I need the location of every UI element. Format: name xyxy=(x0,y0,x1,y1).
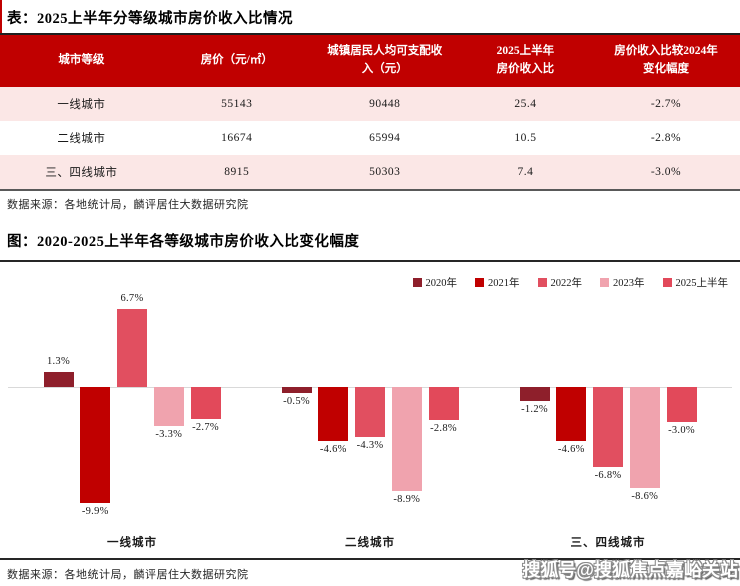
chart-plot: 1.3% -9.9% 6.7% -3.3% -2.7% 一线城市 -0.5% -4.6% -4.… xyxy=(0,262,740,558)
bar-value-label: -4.3% xyxy=(356,440,384,452)
table-row: 二线城市 16674 65994 10.5 -2.8% xyxy=(0,121,740,155)
table-title: 表：2025上半年分等级城市房价收入比情况 xyxy=(7,11,293,27)
bar xyxy=(153,387,184,426)
table-body: 一线城市 55143 90448 25.4 -2.7% 二线城市 16674 65994 10.… xyxy=(0,87,740,189)
legend-swatch xyxy=(412,278,422,287)
bar-value-label: 6.7% xyxy=(120,292,144,304)
bar-value-label: -8.9% xyxy=(393,494,421,506)
bar-value-label: 1.3% xyxy=(46,355,71,367)
table-header-cell: 房价（元/㎡） xyxy=(200,54,273,67)
table-cell: 10.5 xyxy=(514,132,537,144)
legend-label: 2022年 xyxy=(550,278,583,289)
bar xyxy=(190,387,221,419)
table-cell: 90448 xyxy=(369,98,401,110)
table-header-cell: 2025上半年 房价收入比 xyxy=(496,45,555,75)
legend-swatch xyxy=(537,278,547,287)
legend-item: 2021年 xyxy=(475,275,520,290)
chart-legend: 2020年 2021年 2022年 2023年 2025上半年 xyxy=(412,275,729,290)
chart-title: 图：2020-2025上半年各等级城市房价收入比变化幅度 xyxy=(7,234,360,250)
category-label: 二线城市 xyxy=(345,537,395,549)
bar-value-label: -0.5% xyxy=(283,395,310,407)
price-income-table: 城市等级 房价（元/㎡） 城镇居民人均可支配收 入（元） 2025上半年 房价收入比 房… xyxy=(0,33,740,191)
table-cell: 7.4 xyxy=(517,166,534,178)
bar xyxy=(593,387,623,467)
table-cell: -2.7% xyxy=(650,98,682,110)
table-row: 一线城市 55143 90448 25.4 -2.7% xyxy=(0,87,740,121)
table-cell: 8915 xyxy=(224,166,250,178)
bar-value-label: -2.7% xyxy=(192,421,219,433)
bar xyxy=(43,371,74,387)
legend-swatch xyxy=(475,278,484,287)
legend-swatch xyxy=(600,278,609,287)
bar xyxy=(391,387,422,492)
watermark: 搜狐号@搜狐焦点嘉峪关站 xyxy=(522,560,738,580)
legend-item: 2023年 xyxy=(600,275,645,290)
bar-value-label: -4.6% xyxy=(319,443,347,455)
bar-value-label: -8.6% xyxy=(631,490,659,502)
table-cell: 55143 xyxy=(221,98,253,110)
legend-label: 2021年 xyxy=(488,278,520,289)
legend-item: 2022年 xyxy=(537,275,583,290)
bar xyxy=(519,387,550,402)
table-row: 三、四线城市 8915 50303 7.4 -3.0% xyxy=(0,155,740,189)
table-header-cell: 房价收入比较2024年 变化幅度 xyxy=(614,45,718,75)
table-header-row: 城市等级 房价（元/㎡） 城镇居民人均可支配收 入（元） 2025上半年 房价收入比 房… xyxy=(0,35,740,87)
table-cell: 二线城市 xyxy=(57,133,106,145)
bar xyxy=(318,387,349,441)
table-cell: -2.8% xyxy=(650,132,682,144)
table-cell: 65994 xyxy=(369,132,401,144)
bar xyxy=(281,387,312,393)
bar xyxy=(117,308,147,387)
category-label: 三、四线城市 xyxy=(570,537,646,549)
legend-swatch xyxy=(662,278,672,287)
legend-label: 2023年 xyxy=(613,278,645,289)
table-cell: 50303 xyxy=(369,166,401,178)
legend-label: 2020年 xyxy=(425,278,458,289)
legend-item: 2025上半年 xyxy=(662,275,729,290)
legend-label: 2025上半年 xyxy=(675,278,729,289)
legend-item: 2020年 xyxy=(412,275,458,290)
table-cell: 16674 xyxy=(221,132,253,144)
table-cell: -3.0% xyxy=(650,166,682,178)
table-header-cell: 城市等级 xyxy=(58,54,105,67)
bar-value-label: -3.0% xyxy=(668,425,695,437)
bar xyxy=(355,387,385,438)
bar xyxy=(629,387,660,488)
chart-source: 数据来源：各地统计局，麟评居住大数据研究院 xyxy=(7,569,249,581)
table-cell: 一线城市 xyxy=(57,99,106,111)
table-source: 数据来源：各地统计局，麟评居住大数据研究院 xyxy=(7,199,249,211)
bar xyxy=(80,387,111,503)
left-red-accent-strip xyxy=(0,0,2,34)
bar-value-label: -2.8% xyxy=(430,422,457,434)
bar-value-label: -3.3% xyxy=(155,428,183,440)
table-cell: 三、四线城市 xyxy=(45,167,118,179)
chart-section: 1.3% -9.9% 6.7% -3.3% -2.7% 一线城市 -0.5% -4.6% -4.… xyxy=(0,260,740,560)
table-header-cell: 城镇居民人均可支配收 入（元） xyxy=(327,45,443,75)
bar xyxy=(666,387,697,423)
bar xyxy=(556,387,587,441)
bar xyxy=(428,387,459,420)
bar-value-label: -6.8% xyxy=(594,469,622,481)
table-cell: 25.4 xyxy=(514,98,537,110)
category-label: 一线城市 xyxy=(107,537,157,549)
bar-value-label: -4.6% xyxy=(557,443,585,455)
bar-value-label: -9.9% xyxy=(81,505,109,517)
bar-value-label: -1.2% xyxy=(521,404,548,416)
